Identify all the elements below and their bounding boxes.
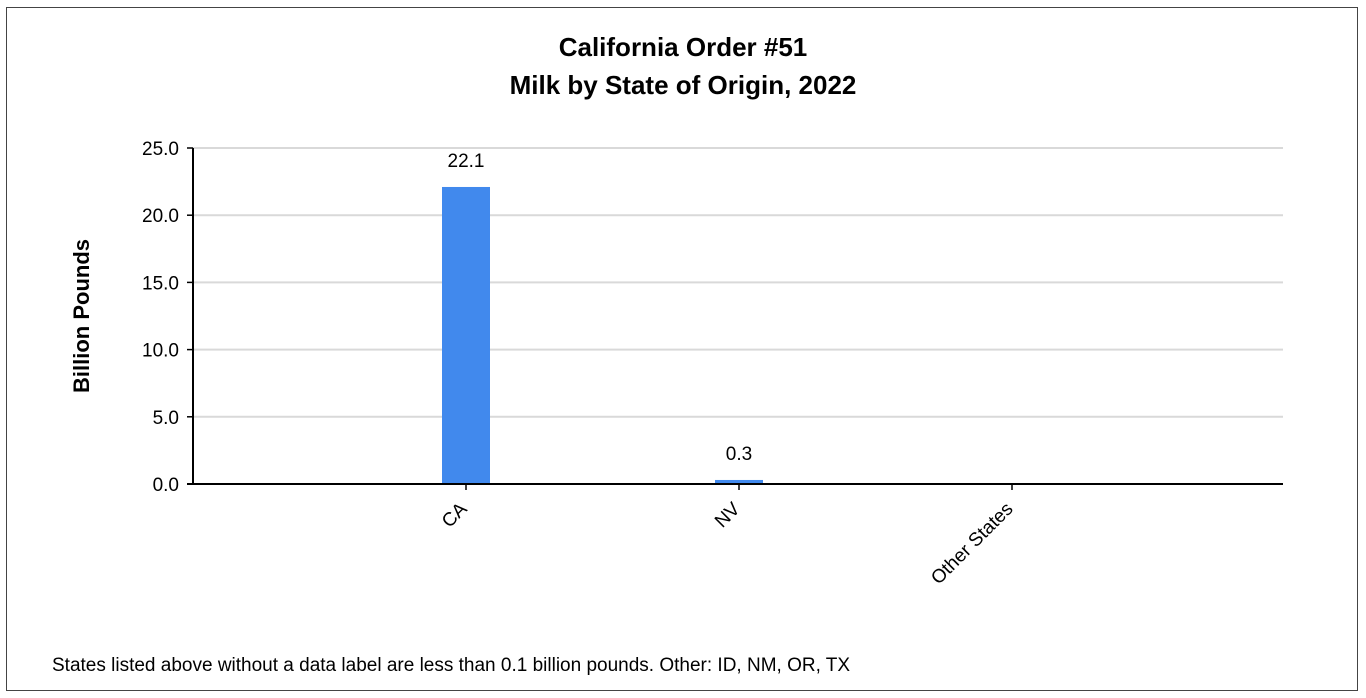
gridlines [193, 147, 1283, 418]
y-tick-label: 5.0 [153, 408, 179, 429]
y-tick-label: 10.0 [142, 341, 179, 362]
chart-subtitle: Milk by State of Origin, 2022 [510, 70, 857, 100]
footnote: States listed above without a data label… [52, 655, 850, 676]
x-tick-label: Other States [927, 499, 1017, 589]
x-tick-label: CA [438, 498, 472, 532]
y-tick-label: 15.0 [142, 273, 179, 294]
bar-nv [715, 479, 763, 484]
data-labels: 22.1 0.3 [448, 151, 753, 465]
bars [442, 186, 763, 484]
y-tick-label: 0.0 [153, 475, 179, 496]
y-tick-labels: 25.0 20.0 15.0 10.0 5.0 0.0 [142, 139, 179, 496]
data-label: 0.3 [726, 444, 752, 465]
chart-title: California Order #51 [559, 32, 808, 62]
y-tick-label: 25.0 [142, 139, 179, 160]
y-axis-label: Billion Pounds [69, 239, 94, 393]
axes [187, 147, 1283, 490]
data-label: 22.1 [448, 151, 485, 172]
x-tick-label: NV [711, 498, 745, 532]
y-tick-label: 20.0 [142, 206, 179, 227]
x-tick-labels: CA NV Other States [438, 498, 1018, 589]
bar-ca [442, 186, 490, 484]
